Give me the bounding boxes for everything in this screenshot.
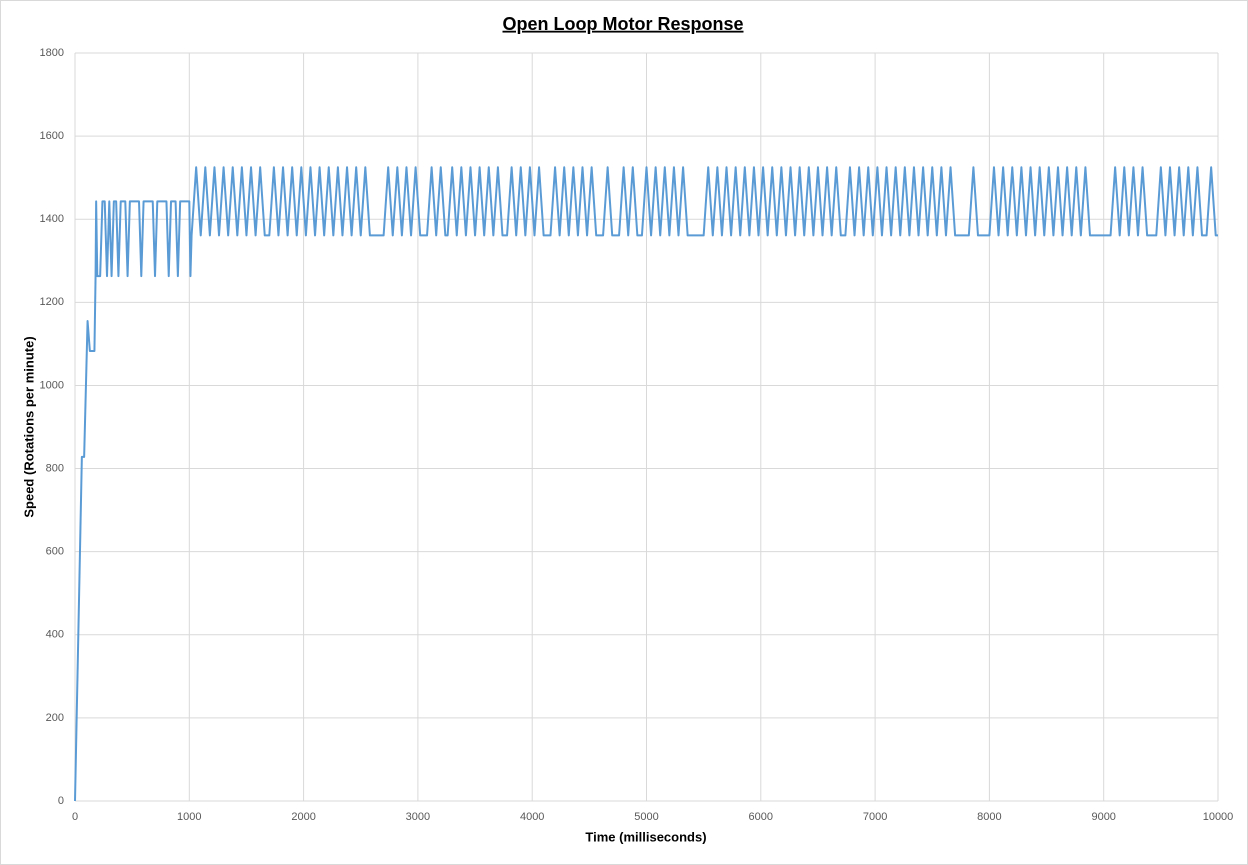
y-tick-label: 1000 (40, 379, 64, 391)
y-tick-label: 800 (46, 462, 64, 474)
y-tick-label: 0 (58, 795, 64, 807)
x-tick-label: 3000 (406, 811, 430, 823)
y-tick-label: 1600 (40, 130, 64, 142)
y-tick-label: 1400 (40, 213, 64, 225)
y-tick-label: 200 (46, 712, 64, 724)
x-tick-label: 9000 (1091, 811, 1115, 823)
x-tick-label: 6000 (749, 811, 773, 823)
x-tick-label: 7000 (863, 811, 887, 823)
x-tick-label: 8000 (977, 811, 1001, 823)
x-tick-label: 0 (72, 811, 78, 823)
x-tick-label: 4000 (520, 811, 544, 823)
x-tick-label: 2000 (291, 811, 315, 823)
x-axis-label: Time (milliseconds) (585, 829, 706, 844)
chart-title: Open Loop Motor Response (503, 14, 744, 34)
y-tick-label: 1200 (40, 296, 64, 308)
y-axis-label: Speed (Rotations per minute) (21, 336, 36, 517)
y-tick-label: 400 (46, 629, 64, 641)
data-line (74, 166, 1218, 802)
x-tick-label: 1000 (177, 811, 201, 823)
y-tick-label: 600 (46, 546, 64, 558)
x-tick-label: 5000 (634, 811, 658, 823)
x-tick-label: 10000 (1203, 811, 1234, 823)
y-tick-label: 1800 (40, 47, 64, 59)
